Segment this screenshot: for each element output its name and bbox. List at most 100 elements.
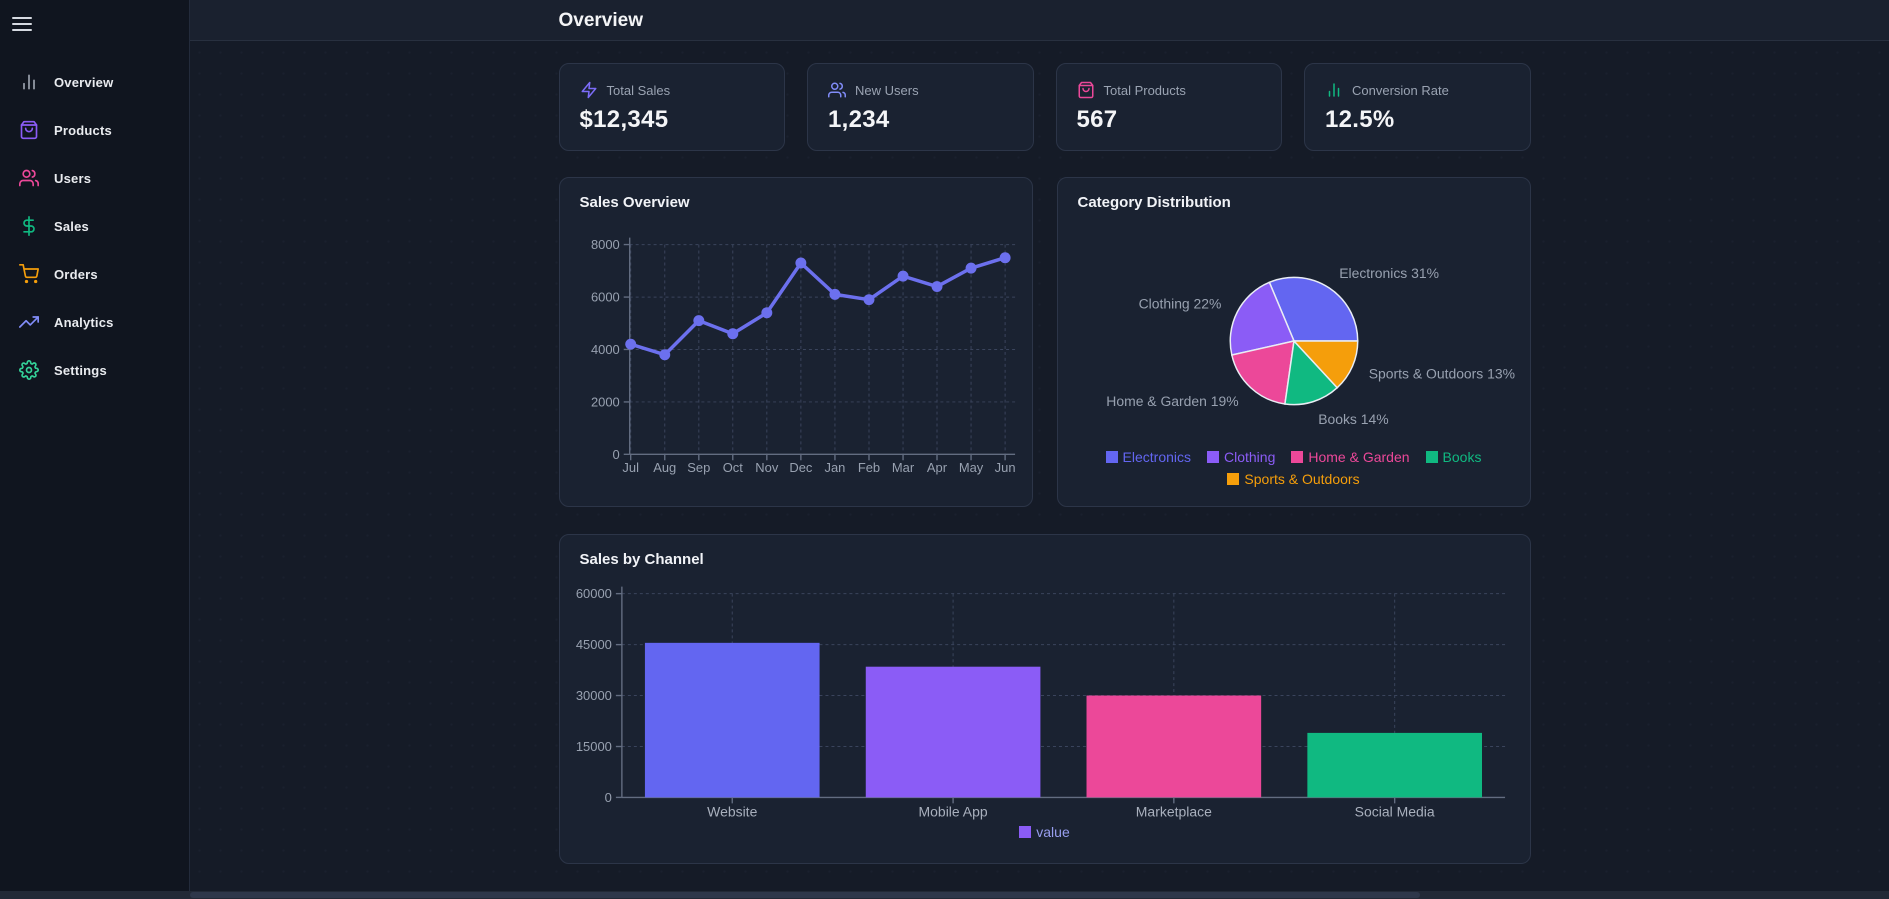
bar-mobile-app[interactable]	[865, 666, 1040, 798]
line-point-nov[interactable]	[760, 307, 772, 319]
shopping-bag-icon	[19, 120, 39, 140]
svg-text:Aug: Aug	[653, 460, 676, 475]
sidebar-item-products[interactable]: Products	[0, 106, 189, 154]
category-distribution-title: Category Distribution	[1077, 194, 1231, 211]
svg-text:May: May	[958, 460, 983, 475]
dollar-icon	[19, 216, 39, 236]
svg-text:Oct: Oct	[722, 460, 743, 475]
stat-value: 1,234	[828, 106, 890, 133]
sales-overview-title: Sales Overview	[579, 194, 690, 211]
svg-text:6000: 6000	[590, 290, 619, 305]
sidebar-item-analytics[interactable]: Analytics	[0, 298, 189, 346]
svg-text:Jun: Jun	[994, 460, 1015, 475]
stat-label: Total Products	[1103, 82, 1186, 98]
sales-by-channel-panel: Sales by Channel 0 15000 30000 45000 60000 We…	[558, 534, 1531, 864]
sidebar-item-label: Analytics	[54, 314, 114, 330]
legend-swatch	[1105, 451, 1118, 463]
legend-label: Sports & Outdoors	[1244, 471, 1360, 487]
legend-swatch	[1227, 473, 1240, 485]
cart-icon	[19, 264, 39, 284]
sidebar-item-orders[interactable]: Orders	[0, 250, 189, 298]
line-point-jul[interactable]	[624, 338, 636, 350]
stat-label: New Users	[855, 82, 919, 98]
bar-marketplace[interactable]	[1086, 695, 1261, 798]
horizontal-scrollbar[interactable]	[0, 891, 1889, 899]
sidebar-item-label: Sales	[54, 218, 89, 234]
legend-swatch	[1425, 451, 1438, 463]
shopping-bag-icon	[1077, 81, 1095, 99]
sidebar-item-sales[interactable]: Sales	[0, 202, 189, 250]
line-point-sep[interactable]	[692, 315, 704, 327]
stat-value: 12.5%	[1325, 106, 1395, 133]
line-point-jan[interactable]	[828, 288, 840, 300]
stat-card-total-sales: Total Sales $12,345	[558, 63, 785, 151]
menu-icon	[10, 12, 34, 36]
bar-legend: value	[560, 823, 1530, 841]
svg-text:Nov: Nov	[755, 460, 779, 475]
legend-item-value: value	[1019, 823, 1070, 841]
pie-slice-clothing[interactable]	[1229, 281, 1295, 356]
pie-label-clothing: Clothing 22%	[1138, 296, 1221, 312]
svg-text:Mar: Mar	[891, 460, 914, 475]
stat-value: 567	[1076, 106, 1118, 133]
pie-label-home-garden: Home & Garden 19%	[1106, 393, 1238, 409]
sidebar-item-label: Orders	[54, 266, 98, 282]
sales-by-channel-title: Sales by Channel	[579, 551, 704, 568]
bar-website[interactable]	[644, 642, 820, 798]
stat-label: Total Sales	[606, 82, 671, 98]
category-distribution-pie-chart: Electronics 31% Clothing 22% Home & Garden…	[1106, 265, 1515, 427]
bar-category-label: Social Media	[1354, 803, 1434, 819]
legend-swatch	[1291, 451, 1304, 463]
svg-text:30000: 30000	[575, 688, 611, 703]
line-point-aug[interactable]	[658, 349, 670, 361]
bar-chart-icon	[19, 72, 39, 92]
sales-overview-line-chart: 0 2000 4000 6000 8000 Jul Aug Sep Oct Nov Dec Jan Fe…	[590, 237, 1015, 475]
line-point-may[interactable]	[965, 262, 977, 274]
legend-label: value	[1036, 824, 1070, 840]
menu-toggle-button[interactable]	[0, 0, 44, 48]
svg-text:Jan: Jan	[824, 460, 845, 475]
legend-item-sports-outdoors: Sports & Outdoors	[1227, 470, 1360, 488]
legend-label: Home & Garden	[1308, 449, 1410, 465]
bar-category-label: Mobile App	[918, 803, 987, 819]
svg-text:15000: 15000	[575, 739, 611, 754]
line-point-mar[interactable]	[897, 270, 909, 282]
pie-slice-home-garden[interactable]	[1230, 340, 1295, 405]
stats-row: Total Sales $12,345 New Users 1,234 Tota…	[558, 63, 1531, 151]
users-icon	[19, 168, 39, 188]
legend-swatch	[1019, 826, 1032, 838]
line-point-jun[interactable]	[999, 252, 1011, 264]
svg-text:Apr: Apr	[926, 460, 947, 475]
legend-item-books: Books	[1425, 448, 1481, 466]
sidebar-item-users[interactable]: Users	[0, 154, 189, 202]
line-point-dec[interactable]	[794, 257, 806, 269]
stat-value: $12,345	[579, 106, 669, 133]
bar-social-media[interactable]	[1306, 732, 1482, 798]
svg-text:45000: 45000	[575, 637, 611, 652]
sidebar-item-overview[interactable]: Overview	[0, 58, 189, 106]
gear-icon	[19, 360, 39, 380]
legend-label: Clothing	[1224, 449, 1276, 465]
line-point-apr[interactable]	[931, 281, 942, 293]
sidebar-item-label: Overview	[54, 74, 114, 90]
pie-slice-electronics[interactable]	[1267, 276, 1358, 342]
zap-icon	[580, 81, 598, 99]
svg-text:8000: 8000	[590, 237, 619, 252]
line-point-feb[interactable]	[863, 294, 874, 306]
category-distribution-panel: Category Distribution Electronics 31% Clo…	[1056, 177, 1531, 507]
horizontal-scrollbar-thumb[interactable]	[190, 892, 1420, 898]
pie-label-sports-outdoors: Sports & Outdoors 13%	[1368, 366, 1514, 382]
sidebar-item-settings[interactable]: Settings	[0, 346, 189, 394]
pie-label-books: Books 14%	[1318, 411, 1388, 427]
legend-label: Electronics	[1122, 449, 1191, 465]
stat-card-total-products: Total Products 567	[1055, 63, 1282, 151]
pie-slice-books[interactable]	[1283, 339, 1338, 406]
pie-slice-sports-outdoors[interactable]	[1291, 340, 1358, 389]
sidebar-nav: Overview Products Users Sales Orders Ana…	[0, 58, 189, 394]
main-content: Total Sales $12,345 New Users 1,234 Tota…	[190, 41, 1889, 864]
charts-row: Sales Overview 0 2000 4000 6000 8000 Jul Aug Se…	[558, 177, 1531, 507]
sidebar: Overview Products Users Sales Orders Ana…	[0, 0, 190, 899]
legend-item-electronics: Electronics	[1105, 448, 1191, 466]
header: Overview	[190, 0, 1889, 41]
line-point-oct[interactable]	[726, 328, 738, 340]
